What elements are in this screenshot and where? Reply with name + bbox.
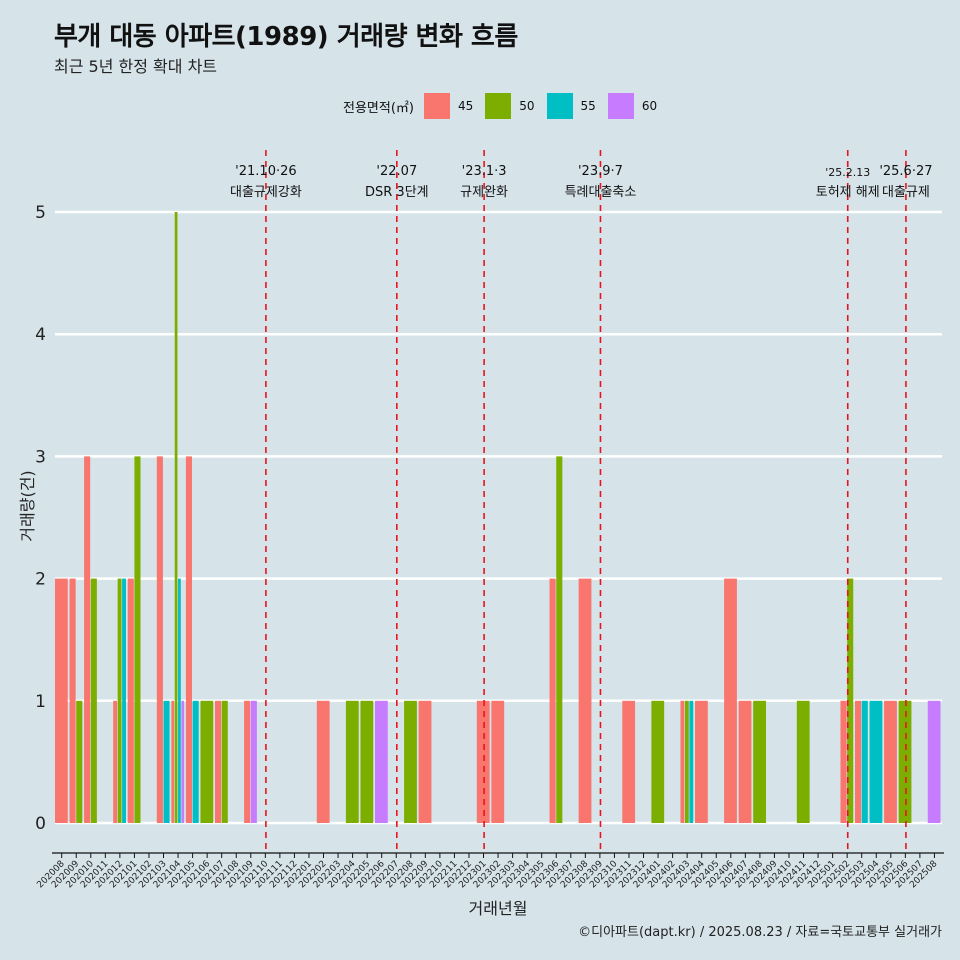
event-date-label: '21.10·26 [235,164,296,179]
legend-key-50 [485,93,512,119]
legend-label-45: 45 [457,99,474,113]
event-date-label: '23.1·3 [462,164,507,179]
legend-item-55: 55 [546,93,596,119]
bar-45-202406 [724,578,737,823]
bar-50-202012 [117,578,122,823]
x-axis-title: 거래년월 [469,899,528,918]
legend-key-60 [607,93,634,119]
chart-title: 부개 대동 아파트(1989) 거래량 변화 흐름 [54,22,518,52]
bar-50-202205 [360,700,374,823]
event-date-label: '25.6·27 [879,164,932,179]
y-axis-title: 거래량(건) [18,470,37,541]
event-name-label: 대출규제 [882,185,930,200]
bar-55-202504 [869,700,883,823]
bar-50-202104 [174,212,178,823]
bar-55-202105 [192,700,199,823]
bar-50-202107 [221,700,228,823]
bar-45-202009 [69,578,76,823]
bar-60-202104 [181,700,185,823]
bar-45-202209 [418,700,432,823]
bar-55-202403 [689,700,694,823]
bar-45-202503 [855,700,862,823]
bar-55-202503 [861,700,868,823]
chart-subtitle: 최근 5년 한정 확대 차트 [54,57,218,76]
event-name-label: 특례대출축소 [565,185,637,200]
bar-50-202403 [684,700,689,823]
y-tick-label: 5 [35,203,46,223]
event-date-label: '22.07 [376,164,417,179]
bar-60-202508 [927,700,941,823]
bar-50-202204 [345,700,359,823]
bar-50-202502 [847,578,854,823]
y-tick-label: 2 [35,570,46,590]
bar-50-202306 [556,456,563,823]
bar-50-202208 [404,700,417,823]
bar-50-202401 [651,700,665,823]
source-caption: ©디아파트(dapt.kr) / 2025.08.23 / 자료=국토교통부 실… [578,925,942,940]
legend-item-50: 50 [485,93,535,119]
legend-key-45 [423,93,450,119]
bar-45-202103 [156,456,163,823]
bar-45-202505 [884,700,897,823]
y-tick-label: 1 [35,692,46,712]
bar-45-202109 [244,700,251,823]
legend-label-55: 55 [580,99,596,113]
bar-45-202010 [84,456,91,823]
legend-item-45: 45 [423,93,474,119]
y-tick-label: 3 [35,447,46,467]
legend-key-55 [546,93,573,119]
y-tick-label: 0 [35,814,46,834]
bar-60-202109 [250,700,257,823]
bar-50-202506 [898,700,912,823]
bar-50-202010 [90,578,97,823]
bar-45-202308 [578,578,592,823]
bar-50-202106 [200,700,214,823]
bar-45-202012 [113,700,118,823]
event-name-label: DSR 3단계 [365,185,429,200]
bar-45-202105 [185,456,193,823]
bar-45-202407 [738,700,752,823]
bar-55-202103 [163,700,170,823]
bar-45-202107 [215,700,222,823]
legend-label-50: 50 [519,99,535,113]
bar-55-202104 [178,578,181,823]
bar-50-202009 [76,700,83,823]
bar-50-202101 [134,456,141,823]
bar-45-202502 [840,700,847,823]
bar-45-202202 [316,700,330,823]
legend-item-60: 60 [607,93,658,119]
bar-45-202403 [680,700,685,823]
bar-45-202404 [695,700,708,823]
bar-60-202206 [375,700,388,823]
legend: 전용면적(㎡) 45 50 55 60 [343,92,669,120]
bar-55-202012 [122,578,126,823]
bar-45-202101 [127,578,134,823]
event-name-label: 규제완화 [460,185,508,200]
bar-50-202408 [753,700,766,823]
event-date-label: '23.9·7 [578,164,623,179]
legend-title: 전용면적(㎡) [343,100,414,116]
bar-45-202301 [476,700,490,823]
bar-45-202302 [491,700,505,823]
bar-45-202311 [622,700,636,823]
event-name-label: 토허제 해제 [816,185,880,200]
bar-45-202306 [549,578,556,823]
event-name-label: 대출규제강화 [230,185,302,200]
bar-45-202008 [55,578,68,823]
bar-45-202104 [171,700,175,823]
legend-label-60: 60 [641,99,658,113]
bar-50-202411 [796,700,810,823]
event-date-label: '25.2.13 [825,166,870,179]
y-tick-label: 4 [35,325,46,345]
